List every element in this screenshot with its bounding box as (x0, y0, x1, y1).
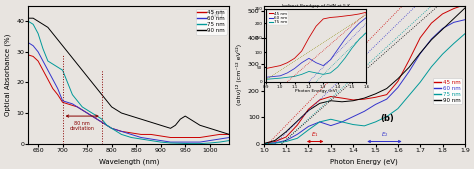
X-axis label: Wavelength (nm): Wavelength (nm) (99, 158, 159, 165)
Y-axis label: (αhν)¹² (cm⁻¹² eV¹²): (αhν)¹² (cm⁻¹² eV¹²) (237, 44, 242, 105)
Text: (b): (b) (381, 114, 394, 123)
Text: 80 nm
devitation: 80 nm devitation (70, 121, 95, 131)
X-axis label: Photon Energy (eV): Photon Energy (eV) (330, 158, 398, 165)
Text: $E_2$: $E_2$ (381, 130, 388, 139)
Y-axis label: Optical Absorbance (%): Optical Absorbance (%) (4, 34, 11, 116)
Legend: 45 nm, 60 nm, 75 nm, 90 nm: 45 nm, 60 nm, 75 nm, 90 nm (433, 78, 462, 104)
Text: $E_1$: $E_1$ (311, 130, 319, 139)
Legend: 45 nm, 60 nm, 75 nm, 90 nm: 45 nm, 60 nm, 75 nm, 90 nm (195, 9, 227, 35)
Text: (a): (a) (210, 10, 223, 19)
